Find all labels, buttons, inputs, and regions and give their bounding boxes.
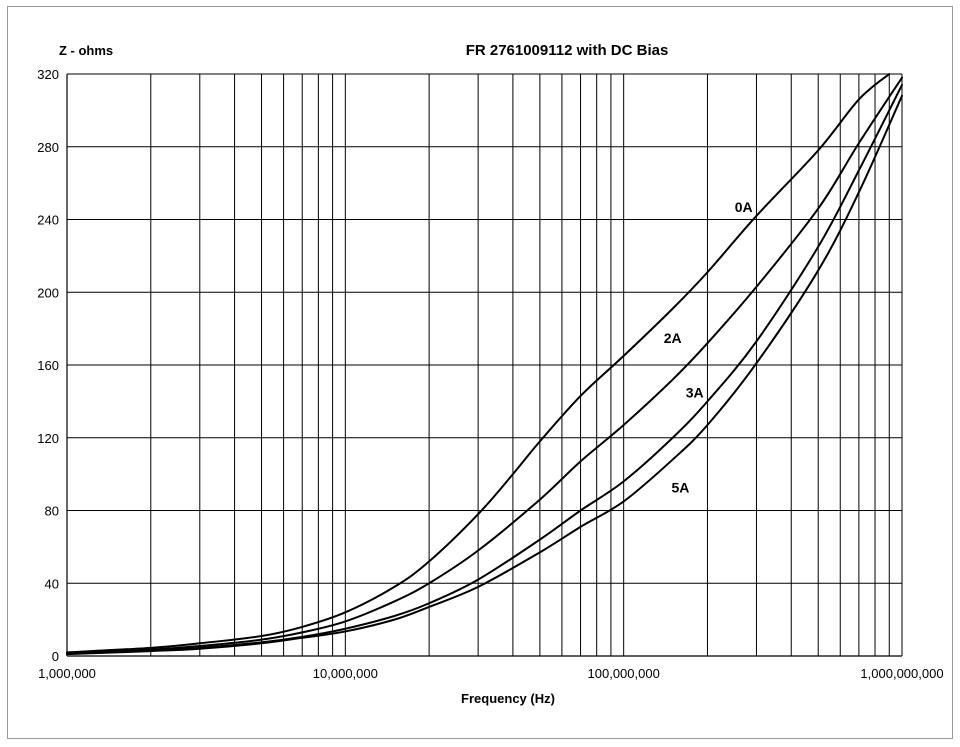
curve-labels: 0A 2A 3A 5A [664,199,753,495]
curve-label-5a: 5A [672,479,690,495]
series-lines [66,73,903,656]
y-tick-label: 320 [37,67,59,82]
curve-label-0a: 0A [735,199,753,215]
curve-label-3a: 3A [686,385,704,401]
x-tick-label: 100,000,000 [588,666,660,681]
axes [66,74,902,657]
y-tick-label: 240 [37,213,59,228]
grid [66,73,903,657]
y-tick-label: 160 [37,358,59,373]
y-tick-label: 120 [37,431,59,446]
y-tick-labels: 0 40 80 120 160 200 240 280 320 [37,67,59,664]
y-tick-label: 280 [37,140,59,155]
y-axis-label: Z - ohms [59,43,113,58]
chart-title: FR 2761009112 with DC Bias [466,42,669,59]
y-tick-label: 200 [37,285,59,300]
series-line-3a [66,83,903,655]
y-tick-label: 40 [45,576,59,591]
y-tick-label: 80 [45,504,59,519]
series-line-2a [66,76,903,655]
x-tick-label: 1,000,000 [38,666,96,681]
x-axis-label: Frequency (Hz) [461,691,555,706]
x-tick-label: 10,000,000 [313,666,378,681]
x-tick-label: 1,000,000,000 [860,666,943,681]
series-line-5a [66,94,903,656]
curve-label-2a: 2A [664,330,682,346]
x-tick-labels: 1,000,000 10,000,000 100,000,000 1,000,000,… [38,666,943,681]
y-tick-label: 0 [52,649,59,664]
chart-frame [7,6,953,739]
series-line-0a [66,73,891,654]
